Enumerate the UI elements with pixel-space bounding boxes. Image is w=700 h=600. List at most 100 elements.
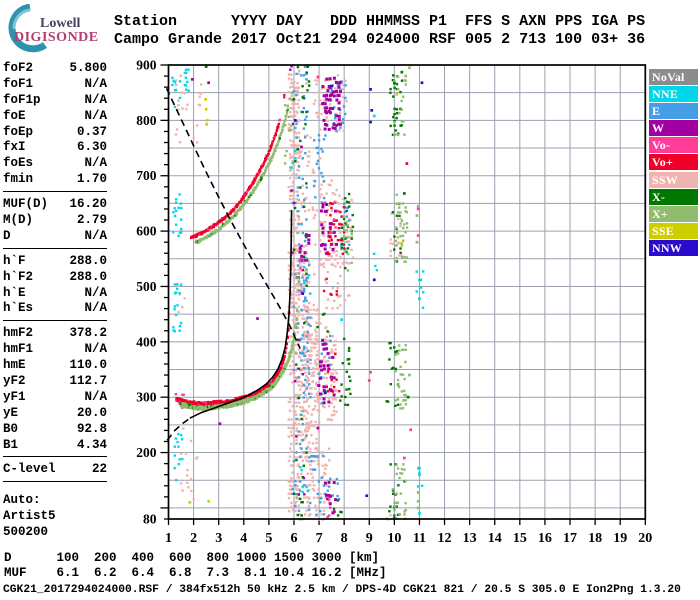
legend-item-nne: NNE [649, 86, 698, 103]
y-tick-label: 900 [136, 58, 157, 73]
param-label: h`E [3, 285, 26, 300]
param-label: foE [3, 108, 26, 123]
param-value: 5.800 [69, 60, 107, 75]
param-label: foF1 [3, 76, 34, 91]
param-row-hF: h`F 288.0 [3, 253, 107, 269]
param-label: yF1 [3, 389, 26, 404]
y-tick-label: 700 [136, 168, 157, 183]
param-row-foEp: foEp 0.37 [3, 124, 107, 140]
param-row-B0: B0 92.8 [3, 421, 107, 437]
param-value: N/A [84, 389, 107, 404]
param-row-fmin: fmin 1.70 [3, 171, 107, 187]
param-value: N/A [84, 108, 107, 123]
legend-item-ssw: SSW [649, 171, 698, 188]
param-value: 92.8 [76, 421, 107, 436]
x-tick-label: 15 [513, 531, 527, 546]
artist-profile-lead [166, 417, 191, 441]
param-label: B0 [3, 421, 19, 436]
param-label: Artist5 [3, 509, 56, 524]
panel-divider [3, 320, 107, 322]
y-tick-label: 600 [136, 224, 157, 239]
muf-transmission-curve [165, 87, 301, 349]
param-row-hE: h`E N/A [3, 285, 107, 301]
param-value: 4.34 [76, 437, 107, 452]
crescent-logo-icon [8, 3, 48, 53]
param-value: 288.0 [69, 269, 107, 284]
param-row-D: D N/A [3, 228, 107, 244]
x-tick-label: 9 [366, 531, 373, 546]
panel-divider [3, 481, 107, 483]
x-tick-label: 5 [265, 531, 272, 546]
artist-profile [189, 210, 293, 419]
param-label: foEp [3, 124, 34, 139]
x-tick-label: 2 [190, 531, 197, 546]
x-tick-label: 16 [538, 531, 552, 546]
y-tick-label: 300 [136, 390, 157, 405]
param-value: N/A [84, 92, 107, 107]
legend-item-vo+: Vo+ [649, 154, 698, 171]
distance-row: D 100 200 400 600 800 1000 1500 3000 [km… [4, 551, 380, 565]
param-label: h`F2 [3, 269, 34, 284]
direction-legend: NoVal NNE E W Vo- Vo+ SSW X- X+ SSE NNW [649, 69, 698, 257]
x-tick-label: 19 [613, 531, 627, 546]
y-tick-label: 800 [136, 113, 157, 128]
param-label: h`Es [3, 301, 34, 316]
param-row-hmE: hmE 110.0 [3, 357, 107, 373]
legend-item-nnw: NNW [649, 239, 698, 256]
y-tick-label: 400 [136, 334, 157, 349]
param-value: 378.2 [69, 326, 107, 341]
param-value: 6.30 [76, 140, 107, 155]
param-row-foEs: foEs N/A [3, 155, 107, 171]
x-tick-label: 14 [488, 531, 502, 546]
logo-digisonde-text: DIGISONDE [14, 30, 99, 45]
muf-row: MUF 6.1 6.2 6.4 6.8 7.3 8.1 10.4 16.2 [M… [4, 566, 387, 580]
x-tick-label: 7 [316, 531, 323, 546]
legend-item-e: E [649, 103, 698, 120]
station-header-labels: Station YYYY DAY DDD HHMMSS P1 FFS S AXN… [114, 13, 646, 30]
param-label: MUF(D) [3, 197, 49, 212]
x-tick-label: 1 [165, 531, 172, 546]
legend-item-w: W [649, 120, 698, 137]
x-tick-label: 4 [240, 531, 247, 546]
param-row-foF1: foF1 N/A [3, 76, 107, 92]
param-row-yE: yE 20.0 [3, 405, 107, 421]
x-tick-label: 11 [413, 531, 426, 546]
x-tick-label: 3 [215, 531, 222, 546]
param-row-yF1: yF1 N/A [3, 389, 107, 405]
param-label: foF2 [3, 60, 34, 75]
param-label: M(D) [3, 212, 34, 227]
param-label: hmF1 [3, 342, 34, 357]
y-tick-label: 500 [136, 279, 157, 294]
param-value: 20.0 [76, 405, 107, 420]
param-value: 22 [91, 462, 107, 477]
param-value: 0.37 [76, 124, 107, 139]
param-row-hEs: h`Es N/A [3, 300, 107, 316]
plot-border [167, 64, 647, 520]
param-label: yF2 [3, 373, 26, 388]
param-label: fxI [3, 140, 26, 155]
param-row-foE: foE N/A [3, 108, 107, 124]
param-label: foEs [3, 156, 34, 171]
param-row-fxI: fxI 6.30 [3, 139, 107, 155]
param-value: N/A [84, 285, 107, 300]
x-tick-label: 18 [588, 531, 602, 546]
param-label: hmE [3, 358, 26, 373]
param-label: Auto: [3, 493, 41, 508]
y-tick-label: 80 [143, 512, 157, 527]
param-label: fmin [3, 172, 34, 187]
param-label: foF1p [3, 92, 41, 107]
param-row-MD: M(D) 2.79 [3, 212, 107, 228]
param-label: yE [3, 405, 19, 420]
x-tick-label: 12 [438, 531, 452, 546]
y-tick-label: 200 [136, 445, 157, 460]
legend-item-vo-: Vo- [649, 137, 698, 154]
param-row-C-level: C-level 22 [3, 461, 107, 477]
x-tick-label: 13 [463, 531, 477, 546]
param-row-foF1p: foF1p N/A [3, 92, 107, 108]
legend-item-sse: SSE [649, 222, 698, 239]
param-value: N/A [84, 228, 107, 243]
logo-lowell-text: Lowell [40, 16, 81, 31]
panel-divider [3, 247, 107, 249]
